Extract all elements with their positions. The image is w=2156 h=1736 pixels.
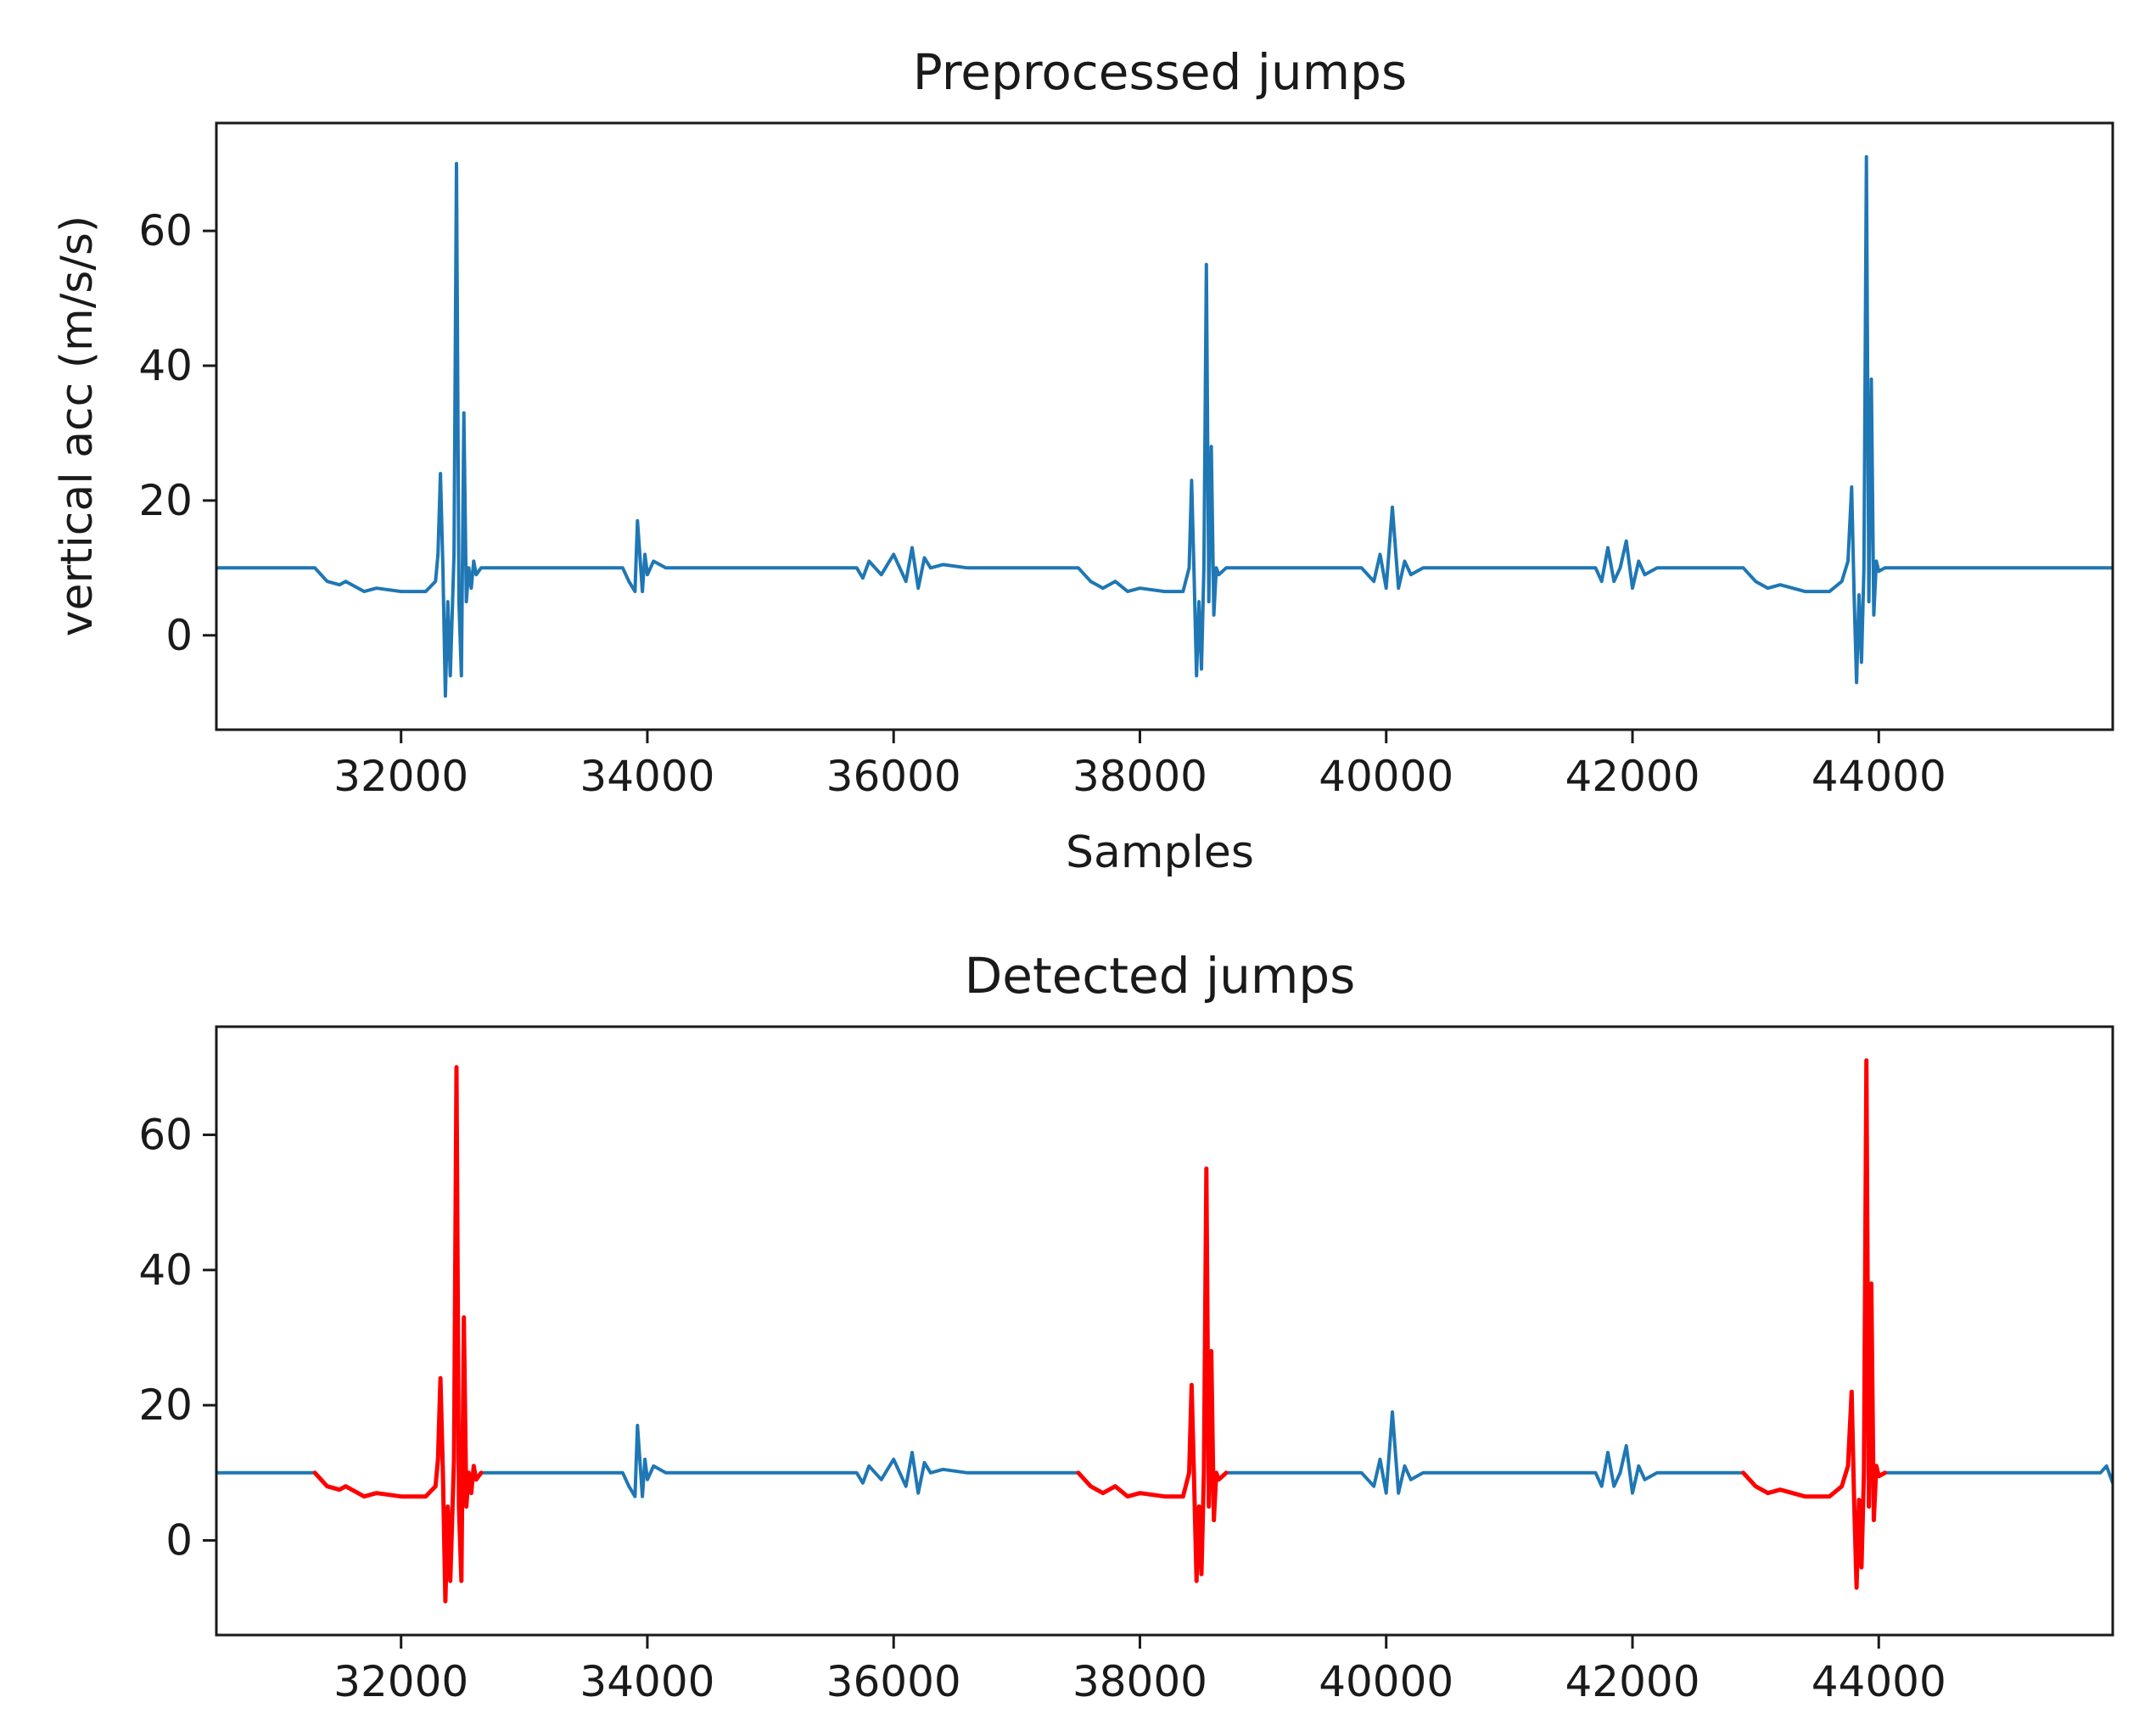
x-tick-label: 32000: [333, 752, 468, 801]
preprocessed-jumps-chart: Preprocessed jumps 32000 34000 36000 38000 4…: [52, 43, 2114, 878]
series-line-detected-jump-2: [1076, 1166, 1229, 1583]
series-line-signal: [216, 1058, 2113, 1604]
x-tick-label: 40000: [1319, 752, 1453, 801]
x-tick-label: 42000: [1565, 752, 1700, 801]
plot-area: [216, 154, 2113, 698]
axes-frame: [215, 1025, 2114, 1637]
y-tick-label: 20: [138, 476, 193, 525]
chart-title: Preprocessed jumps: [913, 43, 1407, 101]
y-tick-label: 20: [138, 1380, 193, 1430]
x-tick-label: 44000: [1812, 752, 1946, 801]
x-tick-label: 40000: [1319, 1657, 1453, 1706]
x-tick-label: 38000: [1072, 1657, 1207, 1706]
x-tick-label: 32000: [333, 1657, 468, 1706]
y-tick-label: 40: [138, 341, 193, 390]
y-axis-ticks: 0 20 40 60: [138, 206, 216, 660]
axes-frame: [215, 121, 2114, 731]
x-tick-label: 34000: [580, 752, 714, 801]
y-axis-label: vertical acc (m/s/s): [52, 216, 103, 636]
x-axis-ticks: 32000 34000 36000 38000 40000 42000 44000: [333, 730, 1946, 801]
y-tick-label: 0: [165, 1515, 193, 1565]
y-axis-ticks: 0 20 40 60: [138, 1110, 216, 1565]
chart-title: Detected jumps: [965, 947, 1356, 1005]
x-tick-label: 42000: [1565, 1657, 1700, 1706]
x-tick-label: 34000: [580, 1657, 714, 1706]
series-line-detected-jump-1: [312, 1065, 484, 1604]
x-axis-label: Samples: [1066, 827, 1254, 878]
series-line-detected-jump-3: [1741, 1058, 1887, 1590]
y-tick-label: 60: [138, 206, 193, 255]
detected-jumps-chart: Detected jumps 32000 34000 36000 38000 40000…: [138, 947, 2114, 1706]
x-tick-label: 36000: [826, 1657, 961, 1706]
x-axis-ticks: 32000 34000 36000 38000 40000 42000 44000: [333, 1635, 1946, 1706]
plot-area: [216, 1058, 2113, 1604]
x-tick-label: 38000: [1072, 752, 1207, 801]
y-tick-label: 0: [165, 611, 193, 660]
y-tick-label: 60: [138, 1110, 193, 1159]
y-tick-label: 40: [138, 1246, 193, 1295]
x-tick-label: 44000: [1812, 1657, 1946, 1706]
series-line-signal: [216, 154, 2113, 698]
x-tick-label: 36000: [826, 752, 961, 801]
